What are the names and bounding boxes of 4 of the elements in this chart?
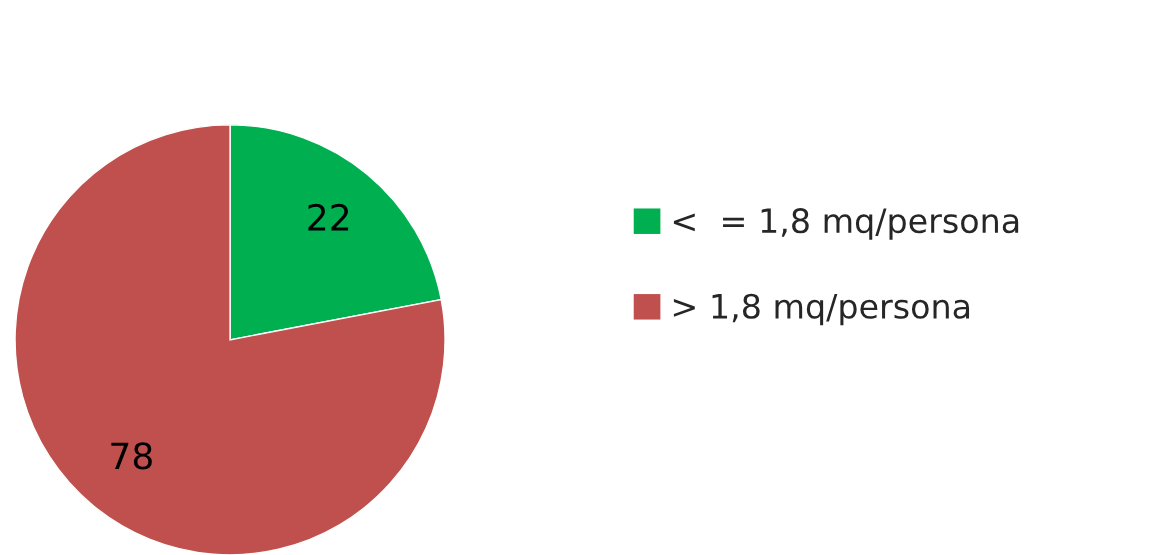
legend-label: < = 1,8 mq/persona xyxy=(673,208,1019,240)
data-label: 78 xyxy=(111,442,152,470)
data-label: 22 xyxy=(308,203,349,231)
legend-label: > 1,8 mq/persona xyxy=(673,293,970,326)
